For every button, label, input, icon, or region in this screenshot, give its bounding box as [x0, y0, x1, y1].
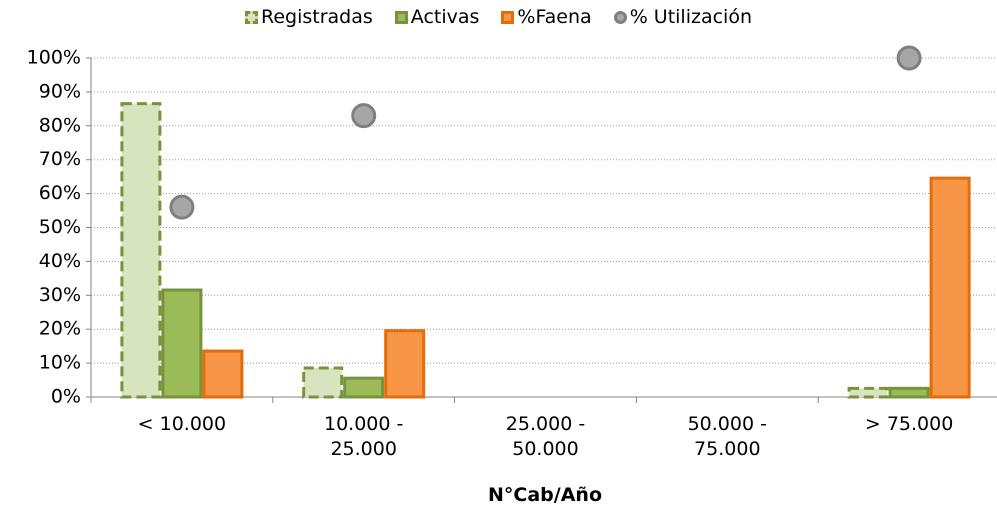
point	[169, 194, 195, 220]
bar	[384, 329, 426, 399]
y-tick-label: 30%	[39, 284, 81, 306]
x-tick-label: < 10.000	[137, 413, 227, 435]
legend-item: Activas	[394, 6, 480, 28]
bar	[120, 102, 162, 399]
y-tick-label: 10%	[39, 352, 81, 374]
bar	[929, 176, 971, 399]
bar	[302, 366, 344, 399]
x-tick-label: 50.000 - 75.000	[687, 413, 767, 460]
y-tick-label: 50%	[39, 216, 81, 238]
x-axis-title: N°Cab/Año	[488, 484, 602, 506]
y-tick-label: 20%	[39, 318, 81, 340]
y-tick-label: 90%	[39, 80, 81, 102]
legend-swatch	[394, 10, 408, 24]
legend-swatch	[613, 10, 627, 24]
legend-swatch	[501, 10, 515, 24]
x-tick-label: 10.000 - 25.000	[323, 413, 404, 460]
legend-label: %Faena	[517, 6, 592, 28]
point	[351, 103, 377, 129]
legend-label: % Utilización	[629, 6, 752, 28]
legend-item: Registradas	[245, 6, 373, 28]
x-tick-label: > 75.000	[864, 413, 954, 435]
y-tick-label: 60%	[39, 182, 81, 204]
x-tick-label: 25.000 - 50.000	[505, 413, 586, 460]
y-tick-label: 80%	[39, 114, 81, 136]
legend-label: Registradas	[261, 6, 373, 28]
y-tick-label: 40%	[39, 250, 81, 272]
legend-swatch	[245, 10, 258, 24]
point	[896, 45, 922, 71]
y-tick-label: 100%	[27, 47, 81, 69]
y-tick-label: 0%	[51, 386, 81, 408]
bar	[888, 386, 930, 399]
bar	[343, 376, 385, 399]
legend-label: Activas	[410, 6, 480, 28]
bar	[202, 349, 244, 399]
legend: Registradas Activas %Faena % Utilización	[0, 6, 997, 28]
bar	[161, 288, 203, 399]
legend-item: %Faena	[501, 6, 592, 28]
y-tick-label: 70%	[39, 148, 81, 170]
bar	[847, 386, 889, 399]
legend-item: % Utilización	[613, 6, 752, 28]
